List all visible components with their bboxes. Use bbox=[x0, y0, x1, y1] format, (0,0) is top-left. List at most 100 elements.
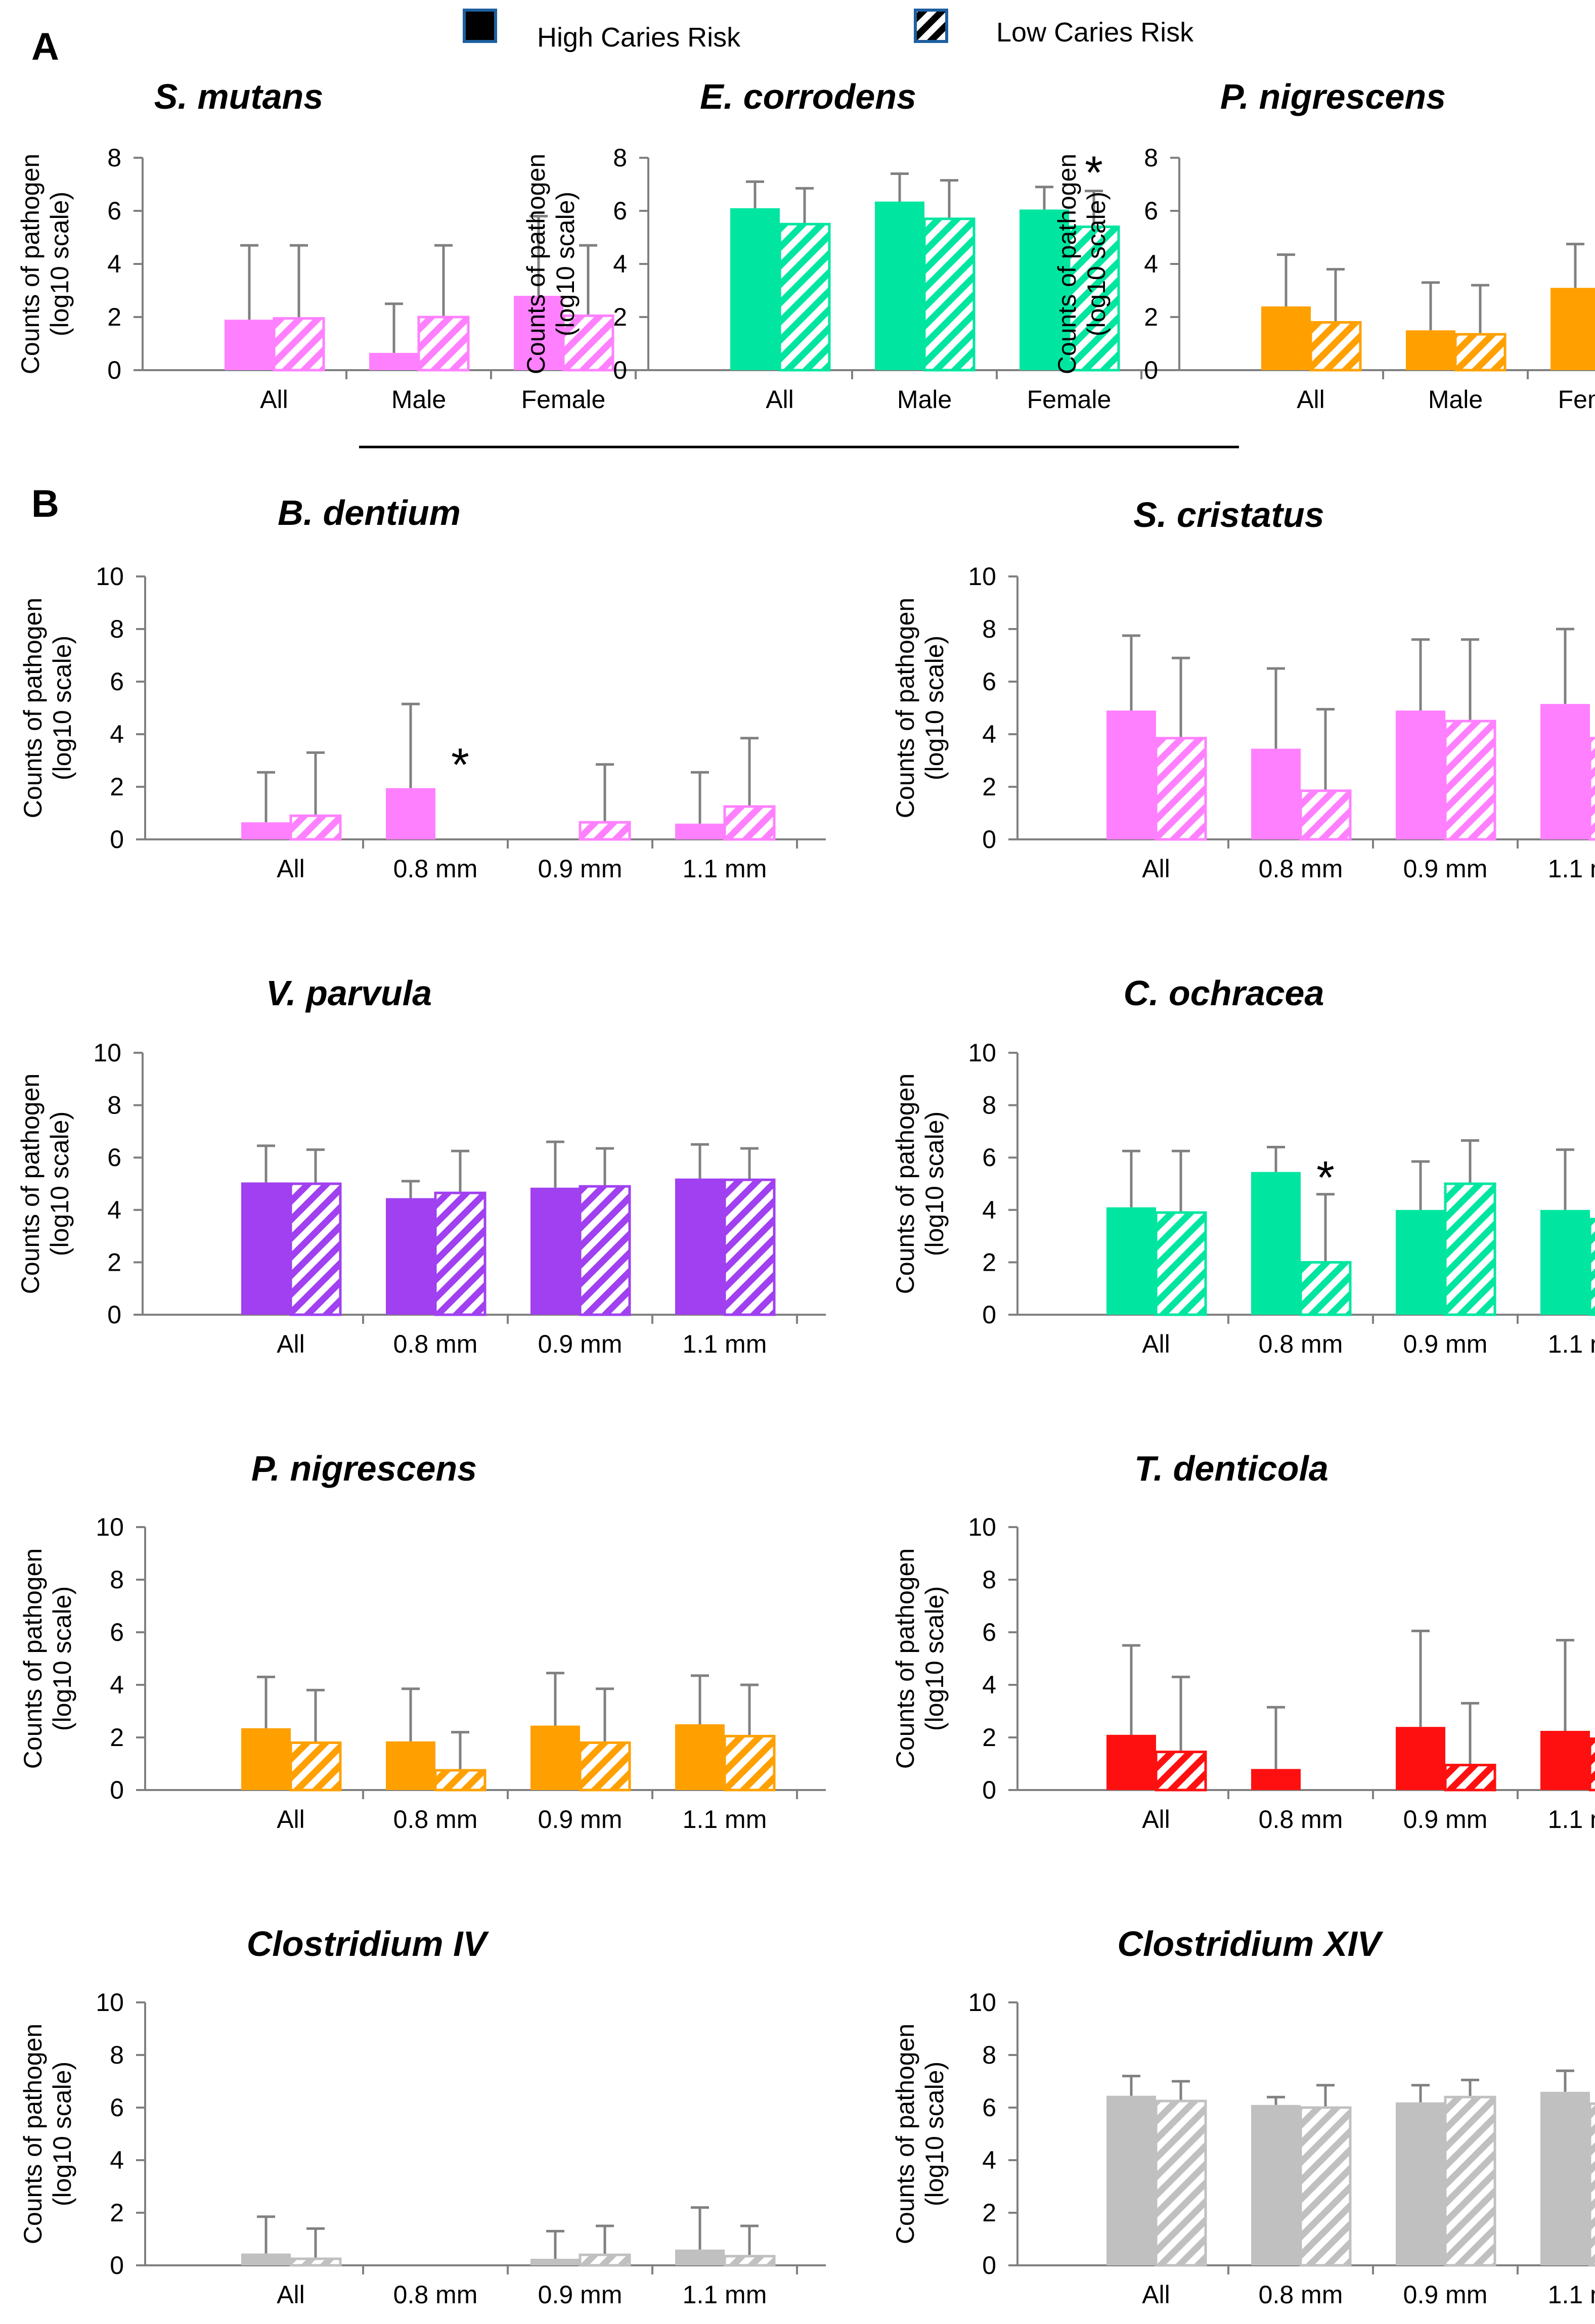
bar-low bbox=[1299, 789, 1352, 841]
bar-low bbox=[289, 1182, 342, 1316]
bar-high bbox=[514, 296, 563, 370]
bar-low bbox=[1444, 1764, 1496, 1792]
bar-high bbox=[1550, 288, 1595, 370]
y-tick-label: 6 bbox=[982, 1618, 996, 1646]
bar-high bbox=[1540, 1210, 1590, 1315]
y-tick-label: 10 bbox=[968, 1039, 996, 1067]
chart-9: Clostridium IV Counts of pathogen(log10 s… bbox=[19, 1924, 826, 2309]
bar-high bbox=[675, 823, 725, 839]
x-tick-label: 0.8 mm bbox=[1259, 855, 1343, 883]
y-axis-label: Counts of pathogen(log10 scale) bbox=[522, 154, 580, 374]
bar-high bbox=[675, 1178, 725, 1315]
x-tick-label: 0.8 mm bbox=[393, 1805, 478, 1834]
x-tick-label: All bbox=[277, 2281, 305, 2309]
bar-high bbox=[1106, 1207, 1156, 1315]
y-tick-label: 4 bbox=[1144, 250, 1158, 278]
x-tick-label: Female bbox=[1027, 385, 1112, 414]
y-tick-label: 10 bbox=[96, 1988, 124, 2017]
y-tick-label: 2 bbox=[982, 1248, 996, 1276]
y-tick-label: 6 bbox=[982, 2093, 996, 2122]
bar-low bbox=[579, 1185, 631, 1316]
bar-high bbox=[1396, 710, 1445, 839]
bar-low bbox=[1299, 1261, 1352, 1316]
y-tick-label: 10 bbox=[96, 562, 124, 591]
x-tick-label: All bbox=[277, 855, 305, 883]
bar-low bbox=[1068, 226, 1120, 372]
y-tick-label: 2 bbox=[110, 2199, 124, 2227]
bar-high bbox=[1540, 1731, 1590, 1790]
y-tick-label: 0 bbox=[982, 1301, 996, 1329]
y-tick-label: 6 bbox=[110, 1618, 124, 1646]
chart-title: T. denticola bbox=[1134, 1449, 1328, 1488]
x-tick-label: All bbox=[1297, 385, 1325, 414]
chart-title: Clostridium XIV bbox=[1117, 1924, 1383, 1963]
x-tick-label: All bbox=[260, 385, 288, 414]
bar-low bbox=[562, 314, 614, 372]
y-tick-label: 0 bbox=[110, 825, 124, 854]
y-tick-label: 2 bbox=[110, 773, 124, 801]
bar-low bbox=[1588, 2102, 1595, 2267]
y-tick-label: 2 bbox=[982, 773, 996, 801]
y-tick-label: 8 bbox=[1144, 144, 1158, 172]
x-tick-label: 0.8 mm bbox=[1259, 2281, 1343, 2309]
x-tick-label: 1.1 mm bbox=[1548, 1330, 1595, 1358]
chart-title: V. parvula bbox=[266, 973, 432, 1013]
y-tick-label: 4 bbox=[982, 2146, 996, 2174]
chart-title: E. corrodens bbox=[700, 77, 916, 116]
chart-title: S. cristatus bbox=[1133, 495, 1324, 534]
bar-high bbox=[1251, 1172, 1301, 1315]
bar-low bbox=[923, 217, 976, 372]
bar-high bbox=[730, 208, 780, 370]
x-tick-label: 1.1 mm bbox=[683, 2281, 767, 2309]
chart-6: C. ochracea Counts of pathogen(log10 scal… bbox=[891, 973, 1595, 1358]
bar-low bbox=[434, 1769, 486, 1792]
bar-high bbox=[530, 1725, 580, 1790]
bar-low bbox=[579, 1741, 631, 1792]
y-tick-label: 0 bbox=[110, 2251, 124, 2280]
x-tick-label: 1.1 mm bbox=[1548, 855, 1595, 883]
x-tick-label: All bbox=[1142, 2281, 1170, 2309]
bar-low bbox=[417, 316, 470, 372]
y-tick-label: 10 bbox=[96, 1513, 124, 1541]
x-tick-label: 0.8 mm bbox=[1259, 1805, 1343, 1834]
x-tick-label: 0.8 mm bbox=[393, 855, 478, 883]
bar-high bbox=[386, 788, 435, 839]
legend-high-label: High Caries Risk bbox=[537, 22, 741, 53]
bar-high bbox=[1396, 2102, 1445, 2265]
bar-low bbox=[1155, 1751, 1207, 1792]
x-tick-label: 0.9 mm bbox=[538, 1330, 623, 1358]
y-tick-label: 8 bbox=[613, 144, 627, 172]
y-tick-label: 8 bbox=[982, 1091, 996, 1120]
significance-marker: * bbox=[451, 739, 469, 791]
bar-low bbox=[1588, 737, 1595, 841]
chart-1: E. corrodens Counts of pathogen(log10 sca… bbox=[522, 77, 1170, 414]
x-tick-label: 0.8 mm bbox=[1259, 1330, 1343, 1358]
bar-high bbox=[386, 1198, 435, 1315]
x-tick-label: All bbox=[277, 1805, 305, 1834]
bar-high bbox=[1396, 1727, 1445, 1790]
legend: High Caries Risk Low Caries Risk bbox=[463, 9, 1194, 53]
bar-high bbox=[369, 352, 419, 370]
x-tick-label: All bbox=[766, 385, 794, 414]
bar-high bbox=[530, 2259, 580, 2265]
y-tick-label: 2 bbox=[110, 1723, 124, 1752]
y-tick-label: 8 bbox=[107, 144, 121, 172]
x-tick-label: 0.9 mm bbox=[538, 2281, 623, 2309]
x-tick-label: Male bbox=[1428, 385, 1483, 414]
y-tick-label: 8 bbox=[982, 615, 996, 643]
y-tick-label: 6 bbox=[110, 667, 124, 696]
y-axis-label: Counts of pathogen(log10 scale) bbox=[19, 1548, 76, 1769]
bar-low bbox=[723, 2255, 776, 2267]
y-tick-label: 8 bbox=[982, 1566, 996, 1594]
bar-high bbox=[1396, 1210, 1445, 1315]
x-tick-label: 1.1 mm bbox=[1548, 1805, 1595, 1834]
bar-high bbox=[530, 1187, 580, 1315]
bar-high bbox=[1406, 330, 1455, 370]
y-tick-label: 2 bbox=[1144, 303, 1158, 331]
y-tick-label: 8 bbox=[107, 1091, 121, 1120]
chart-5: V. parvula Counts of pathogen(log10 scale… bbox=[16, 973, 826, 1358]
bar-low bbox=[723, 1178, 776, 1316]
bar-high bbox=[1106, 1734, 1156, 1790]
y-tick-label: 0 bbox=[982, 825, 996, 854]
x-tick-label: 0.8 mm bbox=[393, 1330, 478, 1358]
